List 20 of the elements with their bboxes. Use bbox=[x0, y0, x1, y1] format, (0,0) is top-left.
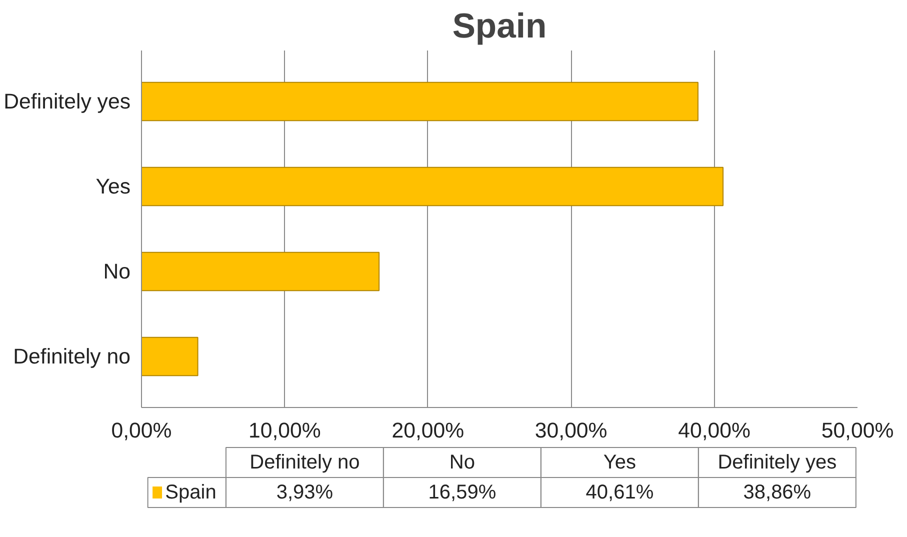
x-tick-label: 10,00% bbox=[248, 418, 321, 442]
y-tick-label: Definitely yes bbox=[4, 90, 131, 114]
category-label: Yes bbox=[603, 452, 636, 474]
x-tick-label: 30,00% bbox=[534, 418, 608, 442]
legend-label: Spain bbox=[165, 482, 216, 504]
x-tick-label: 50,00% bbox=[821, 418, 894, 442]
y-tick-label: Definitely no bbox=[13, 344, 131, 368]
text: 38,86% bbox=[743, 482, 812, 504]
y-tick-label: No bbox=[103, 260, 130, 284]
x-tick-label: 20,00% bbox=[392, 418, 464, 442]
category-label: Definitely no bbox=[250, 452, 360, 474]
category-label: No bbox=[449, 452, 475, 474]
x-tick-label: 0,00% bbox=[111, 418, 172, 442]
x-tick-label: 40,00% bbox=[678, 418, 751, 442]
text: 3,93% bbox=[276, 482, 334, 504]
y-tick-label: Yes bbox=[96, 174, 131, 198]
text: 16,59% bbox=[428, 482, 496, 504]
text: 40,61% bbox=[586, 482, 654, 504]
category-label: Definitely yes bbox=[718, 452, 837, 474]
chart-title: Spain bbox=[452, 8, 547, 46]
